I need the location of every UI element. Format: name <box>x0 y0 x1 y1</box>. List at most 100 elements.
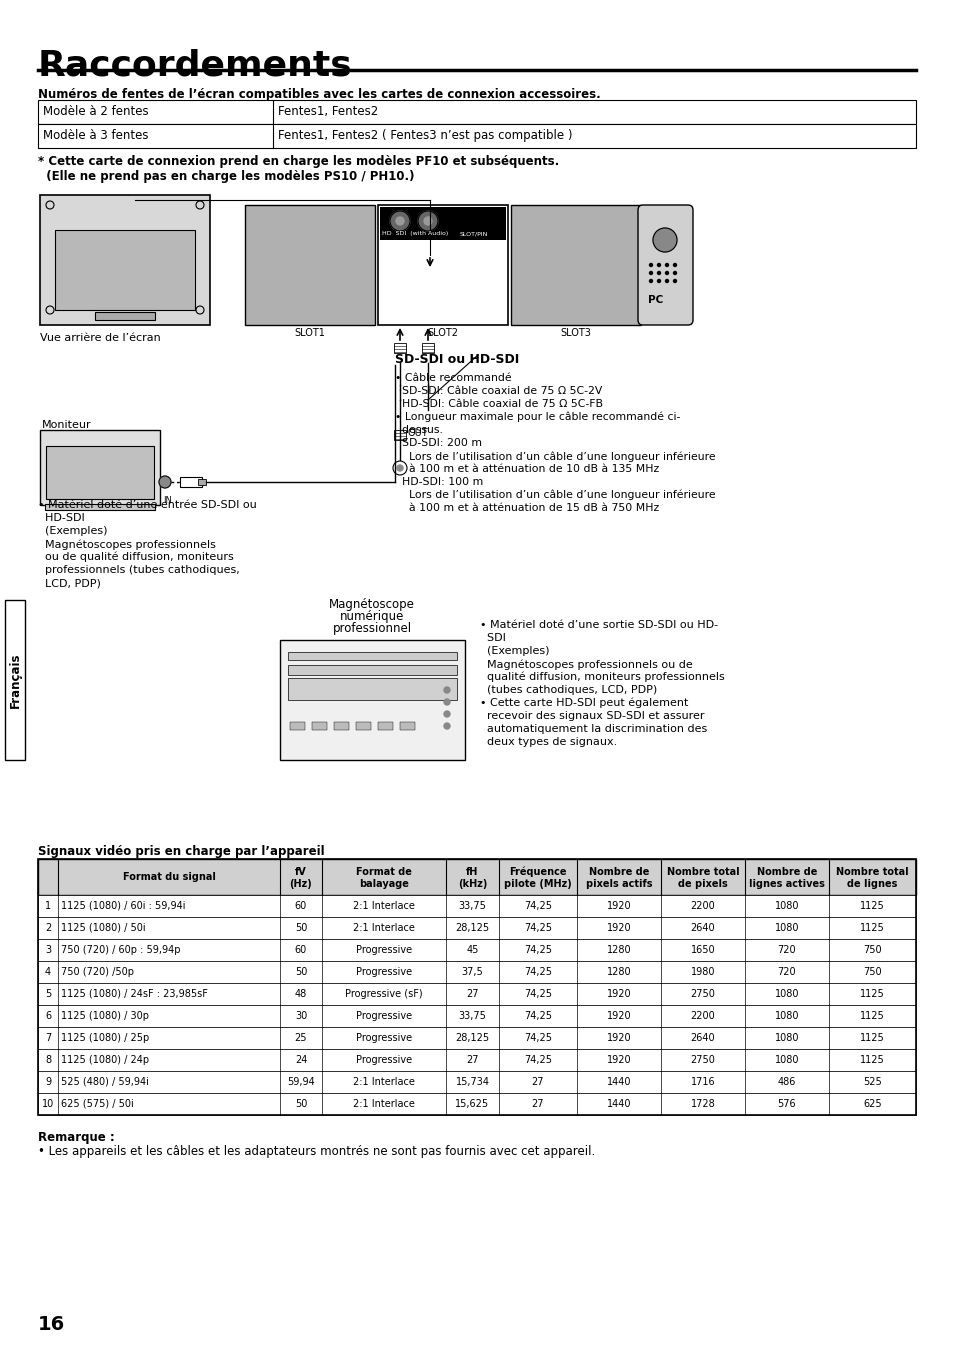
Text: 1280: 1280 <box>606 967 631 977</box>
Text: 1440: 1440 <box>606 1099 631 1108</box>
Text: 486: 486 <box>777 1077 796 1087</box>
Text: 1080: 1080 <box>774 1033 799 1044</box>
Text: 2200: 2200 <box>690 1011 715 1021</box>
Text: SDI: SDI <box>479 633 505 643</box>
Circle shape <box>673 271 676 274</box>
Circle shape <box>673 263 676 266</box>
Text: 5: 5 <box>45 990 51 999</box>
Text: numérique: numérique <box>339 610 404 622</box>
Circle shape <box>443 699 450 705</box>
Bar <box>55 230 194 310</box>
Bar <box>38 1049 915 1071</box>
Text: 1125 (1080) / 25p: 1125 (1080) / 25p <box>61 1033 149 1044</box>
Text: 1: 1 <box>45 900 51 911</box>
Text: 50: 50 <box>294 967 307 977</box>
Text: 750: 750 <box>862 967 881 977</box>
Text: SLOT1: SLOT1 <box>294 328 325 338</box>
Bar <box>288 652 456 660</box>
Text: 1728: 1728 <box>690 1099 715 1108</box>
Circle shape <box>423 217 432 225</box>
Text: Lors de l’utilisation d’un câble d’une longueur inférieure: Lors de l’utilisation d’un câble d’une l… <box>395 490 715 501</box>
Text: 33,75: 33,75 <box>458 1011 486 1021</box>
Text: 74,25: 74,25 <box>523 967 552 977</box>
Text: 2750: 2750 <box>690 990 715 999</box>
Text: 37,5: 37,5 <box>461 967 483 977</box>
Bar <box>38 1071 915 1094</box>
Text: 25: 25 <box>294 1033 307 1044</box>
Text: 16: 16 <box>38 1315 65 1334</box>
Text: 30: 30 <box>294 1011 307 1021</box>
Circle shape <box>649 263 652 266</box>
Text: HD-SDI: Câble coaxial de 75 Ω 5C-FB: HD-SDI: Câble coaxial de 75 Ω 5C-FB <box>395 400 602 409</box>
Text: • Les appareils et les câbles et les adaptateurs montrés ne sont pas fournis ave: • Les appareils et les câbles et les ada… <box>38 1145 595 1158</box>
Bar <box>290 722 305 730</box>
Text: (Elle ne prend pas en charge les modèles PS10 / PH10.): (Elle ne prend pas en charge les modèles… <box>38 170 414 184</box>
Text: Nombre de: Nombre de <box>588 867 648 878</box>
Text: 2:1 Interlace: 2:1 Interlace <box>353 900 415 911</box>
Bar <box>245 205 375 325</box>
Bar <box>38 1094 915 1115</box>
Text: Progressive: Progressive <box>355 1054 412 1065</box>
Text: 1280: 1280 <box>606 945 631 954</box>
Text: 33,75: 33,75 <box>458 900 486 911</box>
Text: 625 (575) / 50i: 625 (575) / 50i <box>61 1099 133 1108</box>
Text: 1125 (1080) / 50i: 1125 (1080) / 50i <box>61 923 146 933</box>
Text: Nombre total: Nombre total <box>666 867 739 878</box>
Bar <box>198 479 206 485</box>
Text: qualité diffusion, moniteurs professionnels: qualité diffusion, moniteurs professionn… <box>479 672 724 683</box>
Text: 9: 9 <box>45 1077 51 1087</box>
Bar <box>180 477 202 487</box>
Text: 27: 27 <box>531 1099 543 1108</box>
Text: 74,25: 74,25 <box>523 945 552 954</box>
Text: 2:1 Interlace: 2:1 Interlace <box>353 923 415 933</box>
Text: 60: 60 <box>294 945 307 954</box>
Text: 525 (480) / 59,94i: 525 (480) / 59,94i <box>61 1077 149 1087</box>
Text: 750 (720) /50p: 750 (720) /50p <box>61 967 133 977</box>
Bar <box>377 205 507 325</box>
Text: Magnétoscopes professionnels ou de: Magnétoscopes professionnels ou de <box>479 659 692 670</box>
Text: 74,25: 74,25 <box>523 990 552 999</box>
Text: 1125: 1125 <box>860 923 884 933</box>
Text: 50: 50 <box>294 1099 307 1108</box>
Circle shape <box>649 271 652 274</box>
Bar <box>95 312 154 320</box>
Text: 7: 7 <box>45 1033 51 1044</box>
Text: LCD, PDP): LCD, PDP) <box>38 578 101 589</box>
Bar <box>421 343 434 352</box>
Text: 74,25: 74,25 <box>523 900 552 911</box>
Text: Format de: Format de <box>355 867 412 878</box>
Text: Progressive (sF): Progressive (sF) <box>345 990 422 999</box>
Circle shape <box>665 279 668 282</box>
Text: • Longueur maximale pour le câble recommandé ci-: • Longueur maximale pour le câble recomm… <box>395 412 679 423</box>
Bar <box>38 895 915 917</box>
Bar <box>38 917 915 940</box>
Text: (tubes cathodiques, LCD, PDP): (tubes cathodiques, LCD, PDP) <box>479 684 657 695</box>
Circle shape <box>665 271 668 274</box>
Text: 720: 720 <box>777 967 796 977</box>
Bar <box>334 722 349 730</box>
Circle shape <box>417 211 437 231</box>
Bar <box>394 431 406 440</box>
Circle shape <box>395 217 403 225</box>
Text: professionnel: professionnel <box>332 622 411 634</box>
Bar <box>5 599 25 760</box>
Text: 750 (720) / 60p : 59,94p: 750 (720) / 60p : 59,94p <box>61 945 180 954</box>
Text: Français: Français <box>9 652 22 707</box>
Text: Magnétoscopes professionnels: Magnétoscopes professionnels <box>38 539 215 549</box>
Text: 28,125: 28,125 <box>455 1033 489 1044</box>
Text: SD-SDI: Câble coaxial de 75 Ω 5C-2V: SD-SDI: Câble coaxial de 75 Ω 5C-2V <box>395 386 601 396</box>
Text: Numéros de fentes de l’écran compatibles avec les cartes de connexion accessoire: Numéros de fentes de l’écran compatibles… <box>38 88 600 101</box>
Bar <box>40 194 210 325</box>
Bar <box>38 859 915 1115</box>
Text: • Matériel doté d’une entrée SD-SDI ou: • Matériel doté d’une entrée SD-SDI ou <box>38 500 256 510</box>
Bar <box>511 205 640 325</box>
Text: automatiquement la discrimination des: automatiquement la discrimination des <box>479 724 706 734</box>
Bar <box>377 722 393 730</box>
Bar <box>40 431 160 505</box>
Bar <box>288 666 456 675</box>
Text: 1125 (1080) / 30p: 1125 (1080) / 30p <box>61 1011 149 1021</box>
Text: à 100 m et à atténuation de 10 dB à 135 MHz: à 100 m et à atténuation de 10 dB à 135 … <box>395 464 659 474</box>
Text: 50: 50 <box>294 923 307 933</box>
Text: Fentes1, Fentes2: Fentes1, Fentes2 <box>277 105 377 117</box>
Text: 15,734: 15,734 <box>455 1077 489 1087</box>
